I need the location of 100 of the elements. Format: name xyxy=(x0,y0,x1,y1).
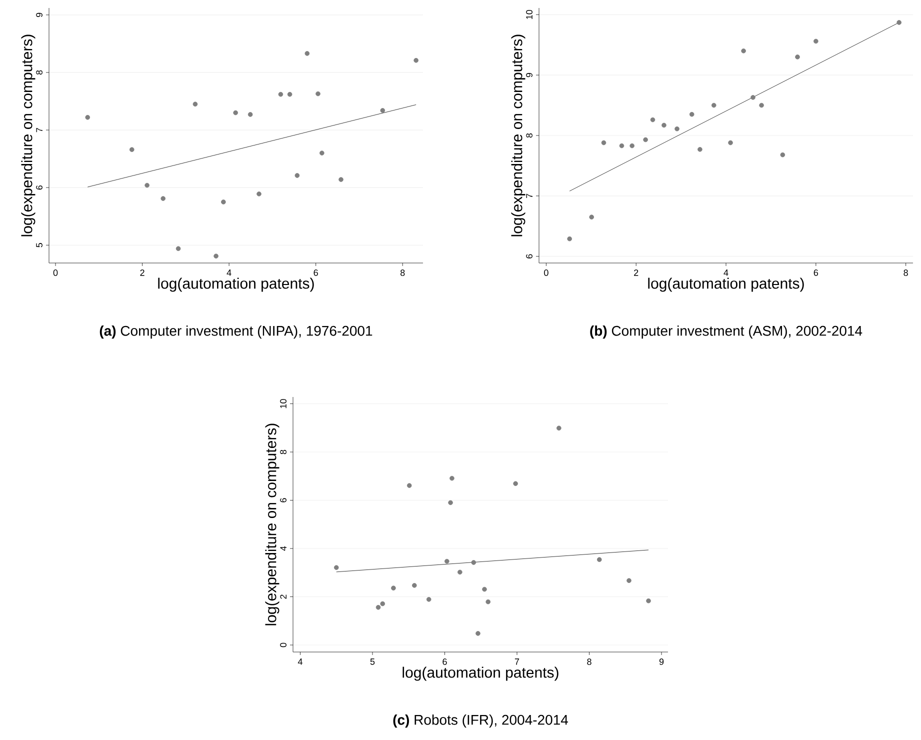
y-tick-label: 8 xyxy=(36,70,42,75)
point xyxy=(650,117,656,122)
point xyxy=(458,570,462,575)
point xyxy=(160,196,166,201)
x-tick-label: 0 xyxy=(544,270,548,276)
point xyxy=(278,92,284,97)
x-axis-title: log(automation patents) xyxy=(648,278,804,292)
point xyxy=(689,112,694,117)
x-tick-label: 0 xyxy=(53,270,58,276)
y-tick-label: 8 xyxy=(280,450,286,454)
point xyxy=(380,601,385,606)
x-tick-label: 6 xyxy=(314,270,318,276)
y-tick-label: 5 xyxy=(36,243,42,248)
y-tick-label: 9 xyxy=(36,12,42,17)
y-tick-label: 4 xyxy=(280,546,286,551)
point xyxy=(662,122,666,128)
x-tick-label: 8 xyxy=(400,270,405,276)
y-tick-label: 8 xyxy=(526,133,532,138)
point xyxy=(294,173,300,178)
point xyxy=(450,476,454,481)
x-tick-label: 6 xyxy=(442,658,447,665)
point xyxy=(596,557,602,562)
y-axis-title: log(expenditure on computers) xyxy=(21,34,36,236)
point xyxy=(334,565,339,570)
point xyxy=(129,147,134,152)
point xyxy=(567,236,572,242)
x-tick-label: 2 xyxy=(140,270,144,276)
x-tick-label: 8 xyxy=(904,270,908,276)
x-tick-label: 4 xyxy=(226,270,232,276)
point xyxy=(513,481,518,486)
y-tick-label: 7 xyxy=(36,128,42,132)
point xyxy=(214,254,218,258)
point xyxy=(711,102,716,108)
point xyxy=(896,20,902,25)
point xyxy=(85,114,90,120)
point xyxy=(221,200,226,204)
y-tick-label: 7 xyxy=(526,194,532,198)
x-tick-label: 9 xyxy=(659,658,664,665)
x-tick-label: 4 xyxy=(298,658,302,665)
point xyxy=(486,599,490,604)
point xyxy=(412,583,417,588)
point xyxy=(556,426,562,431)
y-tick-label: 10 xyxy=(526,10,532,19)
point xyxy=(380,108,386,113)
point xyxy=(626,578,632,583)
point xyxy=(750,95,756,100)
point xyxy=(338,177,344,182)
point xyxy=(248,112,253,117)
x-tick-label: 2 xyxy=(634,270,638,276)
y-axis-title: log(expenditure on computers) xyxy=(511,34,526,236)
point xyxy=(619,143,624,148)
point xyxy=(630,143,634,148)
point xyxy=(444,558,450,564)
text: (c) Robots (IFR), 2004-2014 xyxy=(393,714,568,728)
point xyxy=(406,483,412,488)
point xyxy=(320,150,324,156)
point xyxy=(426,597,432,602)
point xyxy=(376,604,381,610)
x-tick-label: 6 xyxy=(814,270,818,276)
point xyxy=(233,110,238,116)
point xyxy=(482,586,487,592)
point xyxy=(741,48,746,54)
y-axis-title: log(expenditure on computers) xyxy=(265,424,280,626)
point xyxy=(698,146,702,152)
point xyxy=(144,182,150,188)
point xyxy=(795,54,800,60)
point xyxy=(759,102,764,108)
y-tick-label: 6 xyxy=(526,254,532,258)
point xyxy=(471,560,476,565)
point xyxy=(476,631,480,636)
point xyxy=(176,246,181,252)
x-axis-title: log(automation patents) xyxy=(158,278,314,292)
point xyxy=(448,500,453,506)
x-axis-title: log(automation patents) xyxy=(402,666,558,681)
point xyxy=(304,51,310,56)
point xyxy=(728,140,733,146)
point xyxy=(814,38,818,44)
point xyxy=(646,598,651,604)
x-tick-label: 7 xyxy=(514,658,520,665)
y-tick-label: 9 xyxy=(526,72,532,78)
point xyxy=(287,92,292,97)
point xyxy=(643,137,648,142)
x-tick-label: 8 xyxy=(587,658,592,665)
point xyxy=(589,214,594,220)
y-tick-label: 6 xyxy=(36,185,42,190)
point xyxy=(391,586,396,590)
point xyxy=(780,152,786,158)
point xyxy=(192,102,198,107)
point xyxy=(256,192,262,196)
y-tick-label: 2 xyxy=(280,594,286,599)
point xyxy=(674,126,680,132)
y-tick-label: 10 xyxy=(280,399,286,408)
y-tick-label: 6 xyxy=(280,498,286,502)
point xyxy=(316,91,320,96)
point xyxy=(601,140,606,146)
text: (a) Computer investment (NIPA), 1976-2001 xyxy=(100,326,372,339)
y-tick-label: 0 xyxy=(280,642,286,648)
x-tick-label: 5 xyxy=(370,658,375,665)
text: (b) Computer investment (ASM), 2002-2014 xyxy=(590,326,862,339)
point xyxy=(414,58,418,63)
